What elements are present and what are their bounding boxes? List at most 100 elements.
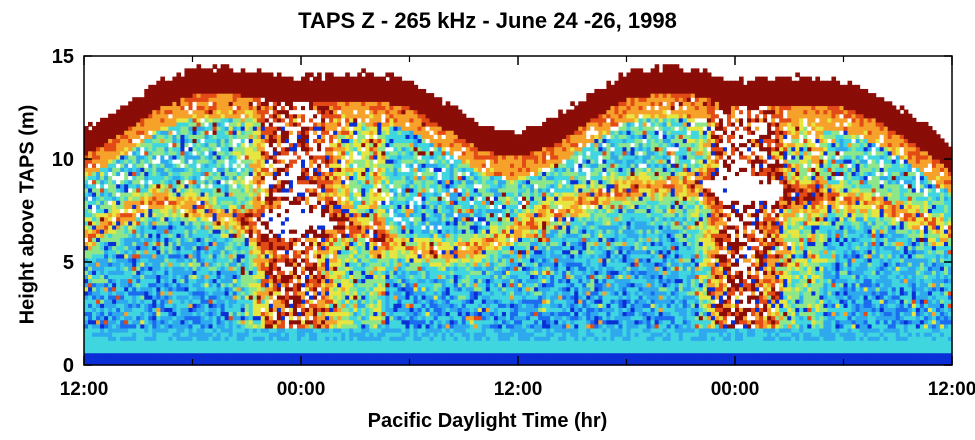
heatmap-cell xyxy=(152,360,157,366)
heatmap-cell xyxy=(288,294,294,300)
heatmap-cell xyxy=(252,229,258,234)
heatmap-cell xyxy=(224,93,230,98)
heatmap-cell xyxy=(353,319,358,325)
heatmap-cell xyxy=(192,278,198,284)
heatmap-cell xyxy=(160,307,165,313)
heatmap-cell xyxy=(288,200,294,205)
heatmap-cell xyxy=(116,348,121,354)
heatmap-cell xyxy=(196,187,202,193)
heatmap-cell xyxy=(309,208,314,214)
heatmap-cell xyxy=(244,340,250,345)
heatmap-cell xyxy=(252,179,258,185)
heatmap-cell xyxy=(100,134,105,139)
heatmap-cell xyxy=(160,348,165,354)
heatmap-cell xyxy=(172,360,178,366)
heatmap-cell xyxy=(192,117,198,123)
heatmap-cell xyxy=(208,216,214,222)
heatmap-cell xyxy=(309,80,314,86)
heatmap-cell xyxy=(108,126,113,131)
heatmap-cell xyxy=(345,249,350,255)
heatmap-cell xyxy=(212,323,218,329)
heatmap-cell xyxy=(264,352,270,358)
heatmap-cell xyxy=(168,356,174,362)
heatmap-cell xyxy=(216,257,222,263)
heatmap-cell xyxy=(232,134,238,139)
heatmap-cell xyxy=(361,121,366,127)
heatmap-cell xyxy=(361,332,366,337)
heatmap-cell xyxy=(160,117,165,123)
heatmap-cell xyxy=(325,146,330,152)
heatmap-cell xyxy=(176,167,182,172)
heatmap-cell xyxy=(309,266,314,271)
heatmap-cell xyxy=(120,294,125,300)
heatmap-cell xyxy=(252,216,258,222)
heatmap-cell xyxy=(309,179,314,185)
heatmap-cell xyxy=(296,154,302,160)
heatmap-cell xyxy=(272,356,278,362)
heatmap-cell xyxy=(172,109,178,115)
heatmap-cell xyxy=(284,348,290,354)
heatmap-cell xyxy=(280,278,286,284)
heatmap-cell xyxy=(373,270,378,275)
heatmap-cell xyxy=(313,340,318,345)
heatmap-cell xyxy=(168,315,174,321)
heatmap-cell xyxy=(112,286,117,292)
heatmap-cell xyxy=(184,196,190,201)
heatmap-cell xyxy=(345,286,350,292)
heatmap-cell xyxy=(168,183,174,189)
heatmap-cell xyxy=(292,200,298,205)
heatmap-cell xyxy=(288,286,294,292)
heatmap-cell xyxy=(357,290,362,296)
heatmap-cell xyxy=(240,80,246,86)
heatmap-cell xyxy=(168,336,174,341)
heatmap-cell xyxy=(296,220,302,226)
heatmap-cell xyxy=(333,84,338,90)
heatmap-cell xyxy=(184,282,190,288)
heatmap-cell xyxy=(108,163,113,168)
heatmap-cell xyxy=(309,290,314,296)
heatmap-cell xyxy=(128,245,133,251)
heatmap-cell xyxy=(260,179,266,185)
heatmap-cell xyxy=(208,344,214,350)
heatmap-cell xyxy=(116,109,121,115)
heatmap-cell xyxy=(184,237,190,242)
heatmap-cell xyxy=(301,319,306,325)
heatmap-cell xyxy=(112,121,117,127)
heatmap-cell xyxy=(176,299,182,304)
heatmap-cell xyxy=(188,171,194,177)
heatmap-cell xyxy=(369,336,374,341)
heatmap-cell xyxy=(369,319,374,325)
heatmap-cell xyxy=(172,204,178,210)
heatmap-cell xyxy=(240,167,246,172)
heatmap-cell xyxy=(288,319,294,325)
heatmap-cell xyxy=(132,134,137,139)
heatmap-cell xyxy=(264,212,270,218)
heatmap-cell xyxy=(337,154,342,160)
heatmap-cell xyxy=(152,196,157,201)
heatmap-cell xyxy=(236,262,242,267)
heatmap-cell xyxy=(325,179,330,185)
heatmap-cell xyxy=(284,167,290,172)
heatmap-cell xyxy=(333,80,338,86)
heatmap-cell xyxy=(341,84,346,90)
heatmap-cell xyxy=(136,352,141,358)
heatmap-cell xyxy=(152,224,157,230)
heatmap-cell xyxy=(236,241,242,247)
heatmap-cell xyxy=(244,352,250,358)
heatmap-cell xyxy=(148,220,153,226)
heatmap-cell xyxy=(256,80,262,86)
heatmap-cell xyxy=(232,159,238,164)
heatmap-cell xyxy=(136,171,141,177)
heatmap-cell xyxy=(112,183,117,189)
heatmap-cell xyxy=(280,220,286,226)
heatmap-cell xyxy=(248,167,254,172)
heatmap-cell xyxy=(144,344,149,350)
heatmap-cell xyxy=(188,303,194,308)
heatmap-cell xyxy=(369,220,374,226)
heatmap-cell xyxy=(317,126,322,131)
heatmap-cell xyxy=(180,117,186,123)
heatmap-cell xyxy=(321,352,326,358)
heatmap-cell xyxy=(196,233,202,238)
heatmap-cell xyxy=(357,88,362,94)
heatmap-cell xyxy=(100,138,105,144)
